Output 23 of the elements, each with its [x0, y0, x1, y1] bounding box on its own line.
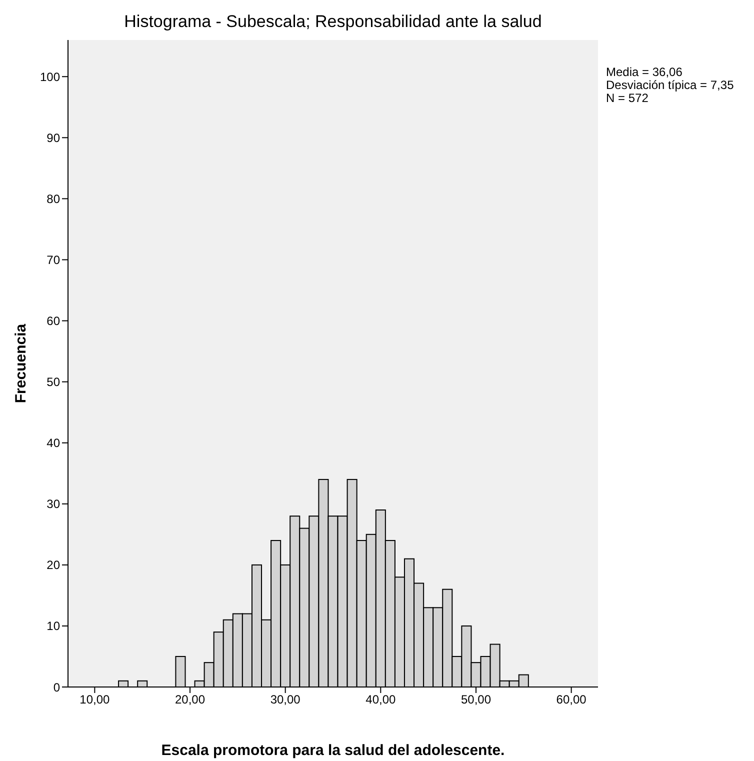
x-tick-label: 30,00: [270, 692, 301, 707]
y-tick-label: 40: [46, 436, 60, 450]
y-tick-label: 30: [46, 497, 60, 512]
y-tick-label: 80: [46, 192, 60, 206]
y-axis-title: Frecuencia: [12, 323, 30, 404]
x-axis-title: Escala promotora para la salud del adolescente.: [161, 742, 505, 759]
x-tick-label: 40,00: [366, 692, 396, 707]
y-tick-label: 0: [53, 680, 60, 694]
x-tick-label: 60,00: [556, 692, 587, 707]
y-tick-label: 90: [46, 130, 60, 145]
y-tick-label: 70: [46, 252, 60, 267]
x-tick-label: 20,00: [175, 692, 206, 707]
text: Desviación típica = 7,35: [606, 78, 734, 92]
chart-title: Histograma - Subescala; Responsabilidad ante la salud: [123, 12, 543, 32]
y-tick-label: 10: [46, 619, 60, 634]
x-tick-label: 10,00: [80, 692, 110, 707]
y-tick-label: 100: [40, 70, 60, 84]
y-tick-label: 20: [46, 558, 60, 572]
text: N = 572: [606, 91, 650, 105]
x-tick-label: 50,00: [460, 692, 492, 707]
y-tick-label: 60: [46, 314, 60, 328]
y-tick-label: 50: [46, 375, 60, 390]
text: Media = 36,06: [606, 65, 684, 79]
